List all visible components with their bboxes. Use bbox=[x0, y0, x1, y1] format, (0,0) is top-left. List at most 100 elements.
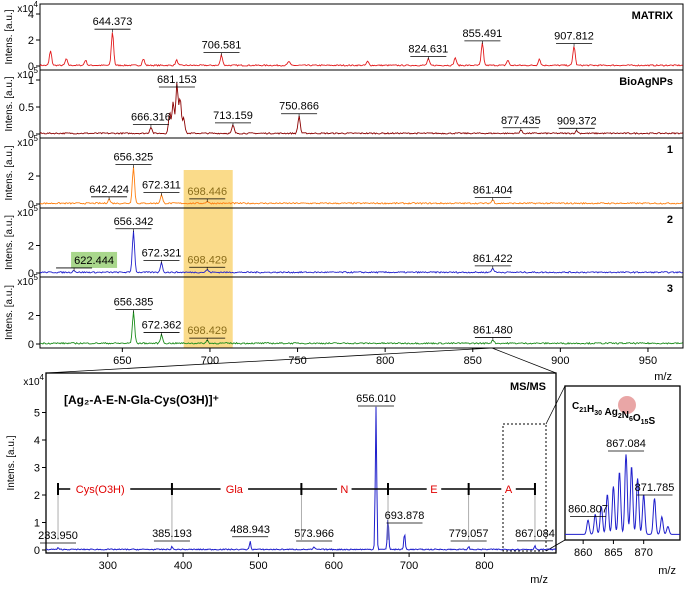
x-tick-label: 400 bbox=[174, 560, 192, 572]
y-exponent-power: 5 bbox=[34, 204, 39, 213]
sequence-label-bg bbox=[70, 481, 131, 495]
x-tick-label: 750 bbox=[288, 355, 306, 367]
peak-label: 693.878 bbox=[385, 510, 425, 522]
peak-label: 656.325 bbox=[114, 152, 154, 164]
peak-label: 622.444 bbox=[74, 255, 114, 267]
panel-frame bbox=[39, 276, 684, 349]
x-tick-label: 865 bbox=[604, 547, 622, 559]
y-tick-label: 4 bbox=[34, 435, 40, 447]
spectrum-line bbox=[39, 166, 683, 205]
sequence-label: N bbox=[340, 484, 348, 496]
formula-part: N bbox=[622, 410, 629, 421]
peak-label: 824.631 bbox=[408, 44, 448, 56]
y-tick-label: 2 bbox=[34, 490, 40, 502]
msms-frame bbox=[45, 372, 557, 554]
formula-part: 15 bbox=[641, 419, 649, 426]
panel-frame bbox=[39, 69, 684, 139]
y-tick-label: 0 bbox=[28, 199, 34, 211]
formula-part: Ag bbox=[604, 407, 617, 418]
spectrum-line bbox=[565, 454, 680, 535]
x-tick-label: 500 bbox=[249, 560, 267, 572]
panel-frame bbox=[39, 137, 684, 209]
x-axis-label: m/z bbox=[658, 565, 676, 577]
msms-title: [Ag₂-A-E-N-Gla-Cys(O3H)]⁺ bbox=[64, 393, 219, 407]
x-tick-label: 300 bbox=[99, 560, 117, 572]
x-axis-label: m/z bbox=[530, 574, 548, 586]
y-tick-label: 0 bbox=[28, 61, 34, 73]
inset-formula: C21H30 Ag2N6O15S bbox=[572, 401, 655, 427]
msms-label: MS/MS bbox=[510, 381, 546, 393]
peak-label: 698.446 bbox=[187, 186, 227, 198]
x-tick-label: 800 bbox=[475, 560, 493, 572]
peak-label: 698.429 bbox=[187, 325, 227, 337]
y-axis-label: Intens. [a.u.] bbox=[6, 435, 17, 490]
peak-label: 877.435 bbox=[501, 115, 541, 127]
y-exponent-power: 4 bbox=[40, 373, 45, 382]
peak-label: 385.193 bbox=[152, 528, 192, 540]
highlight-band bbox=[183, 170, 233, 348]
peak-label: 907.812 bbox=[554, 31, 594, 43]
spectrum-line bbox=[39, 230, 683, 274]
y-tick-label: 0 bbox=[34, 545, 40, 557]
spectrum-line bbox=[45, 406, 557, 551]
spectrum-line bbox=[39, 32, 683, 67]
y-tick-label: 2 bbox=[28, 311, 34, 323]
y-exponent: x104 bbox=[23, 373, 44, 388]
x-tick-label: 850 bbox=[464, 355, 482, 367]
peak-label: 233.950 bbox=[38, 530, 78, 542]
peak-label: 867.084 bbox=[515, 528, 555, 540]
y-tick-label: 0 bbox=[28, 339, 34, 351]
peak-label: 573.966 bbox=[294, 528, 334, 540]
y-exponent-power: 5 bbox=[34, 66, 39, 75]
x-tick-label: 800 bbox=[376, 355, 394, 367]
y-tick-label: 2 bbox=[28, 171, 34, 183]
peak-label: 642.424 bbox=[89, 184, 129, 196]
x-tick-label: 870 bbox=[635, 547, 653, 559]
inset-frame bbox=[564, 385, 681, 541]
formula-part: 2 bbox=[618, 413, 622, 420]
peak-label: 672.321 bbox=[142, 247, 182, 259]
peak-label: 860.807 bbox=[568, 504, 608, 516]
formula-part: C bbox=[572, 401, 579, 412]
peak-label: 644.373 bbox=[93, 16, 133, 28]
y-axis-label: Intens. [a.u.] bbox=[4, 215, 15, 270]
peak-label: 713.159 bbox=[213, 110, 253, 122]
ag-highlight bbox=[618, 396, 636, 414]
formula-part: S bbox=[648, 416, 655, 427]
zoom-connector bbox=[491, 347, 557, 374]
panel-label: MATRIX bbox=[632, 10, 674, 22]
x-tick-label: 860 bbox=[574, 547, 592, 559]
zoom-connector bbox=[45, 347, 493, 374]
x-tick-label: 900 bbox=[551, 355, 569, 367]
x-tick-label: 700 bbox=[400, 560, 418, 572]
y-tick-label: 4 bbox=[28, 9, 34, 21]
y-tick-label: 0 bbox=[28, 129, 34, 141]
y-exponent-power: 4 bbox=[34, 0, 39, 9]
peak-label: 698.429 bbox=[187, 254, 227, 266]
y-axis-label: Intens. [a.u.] bbox=[4, 145, 15, 200]
spectrum-line bbox=[39, 82, 683, 135]
peak-label: 666.316 bbox=[131, 112, 171, 124]
peak-label: 861.422 bbox=[473, 253, 513, 265]
sequence-label-bg bbox=[337, 481, 352, 495]
formula-part: 6 bbox=[629, 416, 633, 423]
sequence-label-bg bbox=[220, 481, 249, 495]
y-exponent: x105 bbox=[17, 134, 38, 149]
y-tick-label: 0.5 bbox=[19, 102, 34, 114]
formula-part: 21 bbox=[579, 407, 587, 414]
panel-label: BioAgNPs bbox=[619, 76, 673, 88]
sequence-label: Cys(O3H) bbox=[76, 484, 125, 496]
x-tick-label: 650 bbox=[113, 355, 131, 367]
peak-label: 861.404 bbox=[473, 185, 513, 197]
y-tick-label: 5 bbox=[34, 408, 40, 420]
y-exponent-power: 5 bbox=[34, 134, 39, 143]
y-exponent-power: 5 bbox=[34, 273, 39, 282]
x-tick-label: 600 bbox=[325, 560, 343, 572]
peak-label: 779.057 bbox=[449, 528, 489, 540]
y-exponent: x105 bbox=[17, 273, 38, 288]
peak-label: 656.342 bbox=[114, 216, 154, 228]
peak-label: 672.362 bbox=[142, 319, 182, 331]
panel-label: 1 bbox=[667, 144, 673, 156]
x-axis-label: m/z bbox=[654, 371, 672, 383]
